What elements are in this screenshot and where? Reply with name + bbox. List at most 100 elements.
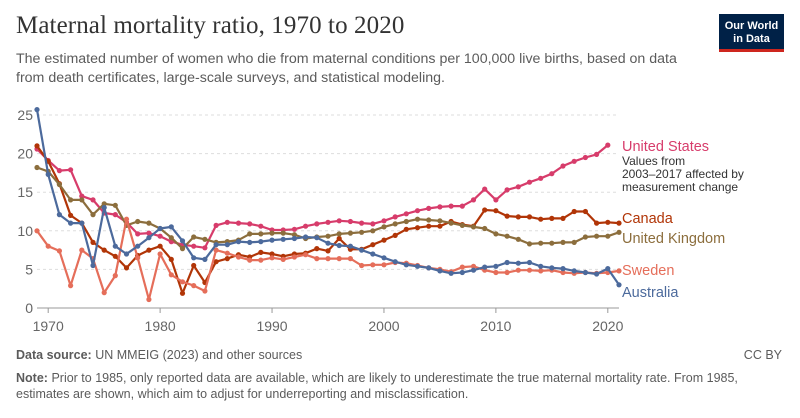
data-point-australia[interactable] [235,239,242,245]
data-point-sweden[interactable] [493,269,499,276]
data-point-united-kingdom[interactable] [605,233,611,239]
data-point-united-kingdom[interactable] [280,230,286,236]
legend-label-sweden[interactable]: Sweden [622,263,674,279]
data-point-united-states[interactable] [448,203,454,209]
data-point-united-states[interactable] [325,219,331,225]
data-point-australia[interactable] [594,271,600,277]
data-point-canada[interactable] [370,242,376,248]
data-point-sweden[interactable] [336,256,342,262]
data-point-sweden[interactable] [381,262,387,268]
data-point-sweden[interactable] [538,268,544,274]
data-point-united-states[interactable] [112,212,118,218]
owid-logo[interactable]: Our World in Data [719,14,784,52]
data-point-united-states[interactable] [392,214,398,220]
data-point-australia[interactable] [504,259,510,266]
data-point-australia[interactable] [347,243,353,249]
data-source-link[interactable]: UN MMEIG (2023) and other sources [95,348,303,362]
data-point-united-kingdom[interactable] [168,235,174,241]
series-line-united-states[interactable] [35,144,609,249]
data-point-sweden[interactable] [235,254,242,260]
data-point-canada[interactable] [191,262,197,269]
data-point-australia[interactable] [56,212,63,218]
data-point-canada[interactable] [515,214,521,220]
data-point-sweden[interactable] [168,272,174,278]
data-point-united-kingdom[interactable] [179,246,186,252]
data-point-united-states[interactable] [582,154,589,161]
data-point-united-kingdom[interactable] [247,231,253,237]
data-point-canada[interactable] [538,216,544,222]
data-point-australia[interactable] [135,243,141,249]
data-point-united-kingdom[interactable] [258,231,264,237]
data-point-australia[interactable] [426,265,432,271]
data-point-australia[interactable] [392,259,398,265]
data-point-united-states[interactable] [549,171,555,177]
data-point-australia[interactable] [359,247,365,253]
data-point-canada[interactable] [224,256,230,262]
data-point-australia[interactable] [224,242,230,248]
data-point-united-states[interactable] [526,179,533,185]
data-point-united-kingdom[interactable] [526,241,533,247]
data-point-united-kingdom[interactable] [616,229,622,235]
data-point-sweden[interactable] [526,267,533,273]
data-point-sweden[interactable] [135,255,141,261]
data-point-canada[interactable] [314,246,320,252]
data-point-australia[interactable] [191,255,197,261]
data-point-sweden[interactable] [202,288,208,294]
data-point-canada[interactable] [381,237,387,243]
data-point-united-states[interactable] [224,219,230,225]
data-point-united-kingdom[interactable] [112,202,118,208]
data-point-australia[interactable] [179,238,186,244]
data-point-sweden[interactable] [101,290,107,296]
data-point-australia[interactable] [370,251,376,257]
data-point-united-kingdom[interactable] [448,220,454,226]
data-point-canada[interactable] [437,223,443,229]
data-point-canada[interactable] [594,220,600,226]
data-point-sweden[interactable] [191,283,197,289]
data-point-united-kingdom[interactable] [325,233,331,239]
data-point-united-kingdom[interactable] [68,197,74,203]
legend-label-united-states[interactable]: United States [622,139,709,155]
data-point-united-states[interactable] [191,243,197,249]
data-point-united-states[interactable] [79,193,85,199]
data-point-sweden[interactable] [347,256,353,262]
data-point-united-kingdom[interactable] [191,234,197,240]
data-point-united-kingdom[interactable] [359,229,365,235]
data-point-united-kingdom[interactable] [459,222,465,228]
data-point-united-kingdom[interactable] [470,224,477,230]
data-point-canada[interactable] [560,215,566,221]
data-point-united-states[interactable] [90,197,96,203]
data-point-sweden[interactable] [560,269,566,276]
data-point-canada[interactable] [101,247,107,253]
data-point-united-states[interactable] [314,221,320,227]
data-point-united-kingdom[interactable] [493,231,499,237]
data-point-australia[interactable] [616,282,622,288]
data-point-canada[interactable] [68,212,74,218]
data-point-sweden[interactable] [280,256,286,262]
data-point-united-kingdom[interactable] [437,218,443,224]
data-point-canada[interactable] [392,232,398,238]
data-point-australia[interactable] [605,266,611,272]
data-point-australia[interactable] [112,243,118,249]
data-point-united-kingdom[interactable] [381,224,387,230]
data-point-australia[interactable] [258,239,264,245]
data-point-united-states[interactable] [470,197,477,203]
data-point-united-kingdom[interactable] [90,212,96,218]
data-point-canada[interactable] [403,226,409,232]
data-point-australia[interactable] [101,205,107,211]
legend-label-australia[interactable]: Australia [622,285,679,301]
data-point-australia[interactable] [291,235,297,242]
data-point-canada[interactable] [146,247,152,253]
data-point-canada[interactable] [112,253,118,259]
data-point-sweden[interactable] [123,216,130,222]
data-point-canada[interactable] [34,143,40,149]
data-point-australia[interactable] [571,268,577,274]
data-point-sweden[interactable] [68,283,74,289]
data-point-australia[interactable] [414,263,421,269]
data-point-united-kingdom[interactable] [347,230,353,236]
data-point-united-states[interactable] [68,167,74,173]
data-point-canada[interactable] [123,265,130,271]
data-point-sweden[interactable] [224,250,230,256]
data-point-sweden[interactable] [303,252,309,258]
data-point-united-states[interactable] [437,204,443,210]
data-point-sweden[interactable] [258,257,264,263]
